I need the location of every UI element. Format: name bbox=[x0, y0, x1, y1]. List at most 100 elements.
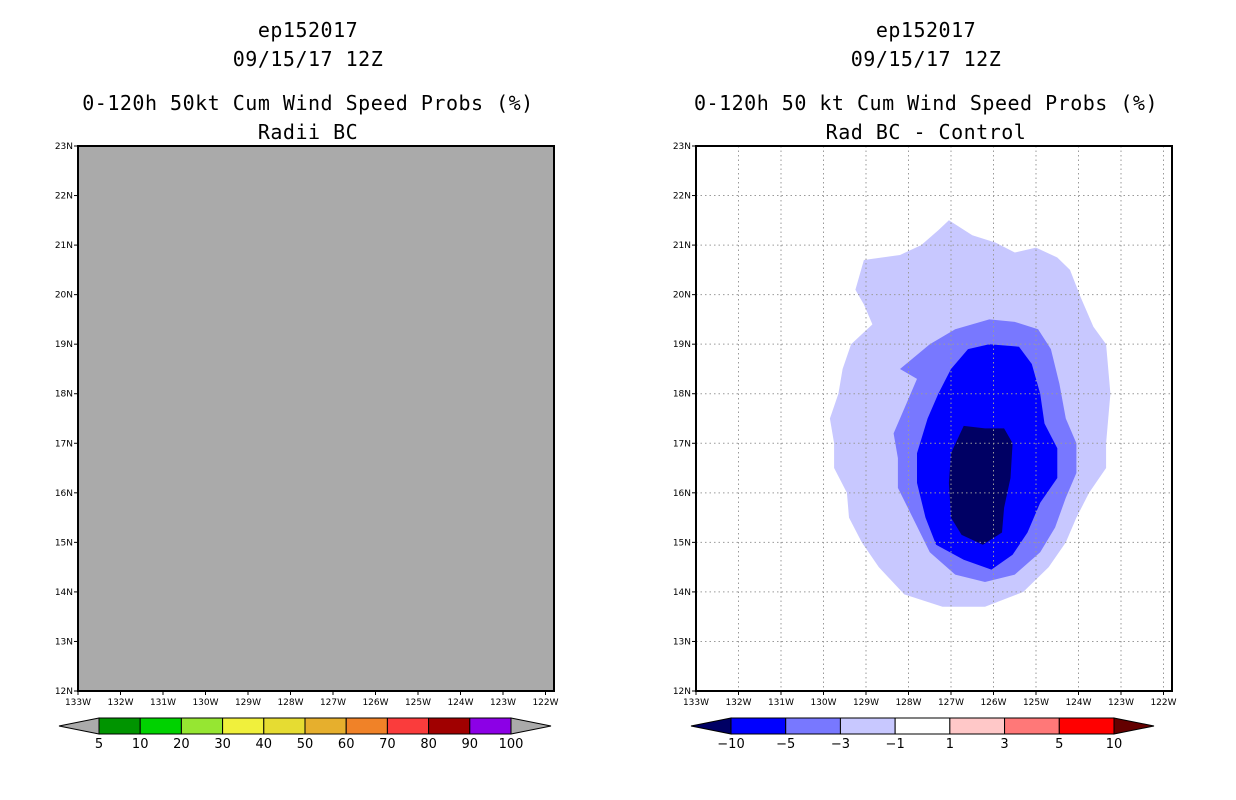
x-tick-label: 122W bbox=[532, 698, 558, 708]
colorbar-label: 5 bbox=[95, 737, 103, 752]
y-tick-label: 14N bbox=[55, 588, 73, 598]
colorbar-label: −3 bbox=[831, 737, 850, 752]
colorbar-low-arrow bbox=[58, 717, 100, 735]
right-title-date: 09/15/17 12Z bbox=[850, 47, 1002, 71]
x-tick-label: 132W bbox=[107, 698, 133, 708]
x-tick-label: 122W bbox=[1150, 698, 1176, 708]
left-title-storm: ep152017 bbox=[257, 18, 359, 42]
colorbar-label: 30 bbox=[214, 737, 231, 752]
left-title-subtitle: Radii BC bbox=[257, 120, 359, 144]
y-tick-label: 15N bbox=[55, 538, 73, 548]
colorbar-segment bbox=[469, 717, 512, 735]
x-tick-label: 125W bbox=[1023, 698, 1049, 708]
x-tick-label: 125W bbox=[405, 698, 431, 708]
y-tick-label: 13N bbox=[673, 637, 691, 647]
colorbar-segment bbox=[263, 717, 306, 735]
colorbar-label: −10 bbox=[717, 737, 744, 752]
right-chart-panel: 133W 132W 131W 130W 129W 128W 127W 126W 125W 124W… bbox=[673, 142, 1177, 708]
x-tick-label: 123W bbox=[490, 698, 516, 708]
colorbar-label: 80 bbox=[420, 737, 437, 752]
colorbar-label: 20 bbox=[173, 737, 190, 752]
colorbar-label: −5 bbox=[776, 737, 795, 752]
x-tick-label: 128W bbox=[895, 698, 921, 708]
y-tick-label: 20N bbox=[673, 291, 691, 301]
y-tick-label: 19N bbox=[673, 340, 691, 350]
colorbar-segment bbox=[345, 717, 388, 735]
colorbar-label: 10 bbox=[1106, 737, 1123, 752]
colorbar-segment bbox=[1058, 717, 1115, 735]
right-colorbar: −10 −5 −3 −1 1 3 5 10 bbox=[690, 717, 1155, 752]
left-colorbar: 5 10 20 30 40 50 60 70 80 90 100 bbox=[58, 717, 552, 752]
colorbar-segment bbox=[1004, 717, 1060, 735]
contour-fill-level-3 bbox=[948, 425, 1013, 545]
y-tick-label: 22N bbox=[673, 192, 691, 202]
colorbar-label: 100 bbox=[499, 737, 524, 752]
x-tick-label: 129W bbox=[853, 698, 879, 708]
left-chart-panel: 133W 132W 131W 130W 129W 128W 127W 126W 125W 124W… bbox=[55, 142, 559, 708]
colorbar-label: 50 bbox=[297, 737, 314, 752]
colorbar-segment bbox=[839, 717, 896, 735]
colorbar-segment bbox=[222, 717, 265, 735]
colorbar-label: 5 bbox=[1055, 737, 1063, 752]
colorbar-low-arrow bbox=[690, 717, 732, 735]
colorbar-segment bbox=[894, 717, 951, 735]
colorbar-segment bbox=[785, 717, 841, 735]
y-tick-label: 21N bbox=[673, 241, 691, 251]
y-tick-label: 20N bbox=[55, 291, 73, 301]
colorbar-high-arrow bbox=[510, 717, 552, 735]
y-tick-label: 17N bbox=[55, 439, 73, 449]
colorbar-label: 40 bbox=[256, 737, 273, 752]
y-tick-label: 12N bbox=[673, 687, 691, 697]
x-tick-label: 131W bbox=[768, 698, 794, 708]
x-tick-label: 133W bbox=[65, 698, 91, 708]
colorbar-label: 3 bbox=[1000, 737, 1008, 752]
y-tick-label: 23N bbox=[673, 142, 691, 152]
colorbar-segment bbox=[98, 717, 141, 735]
right-title-subtitle: Rad BC - Control bbox=[825, 120, 1027, 144]
right-title-storm: ep152017 bbox=[875, 18, 977, 42]
colorbar-segment bbox=[180, 717, 224, 735]
left-title-product: 0-120h 50kt Cum Wind Speed Probs (%) bbox=[82, 91, 534, 115]
y-tick-label: 14N bbox=[673, 588, 691, 598]
y-tick-label: 16N bbox=[673, 489, 691, 499]
colorbar-label: 1 bbox=[946, 737, 954, 752]
y-tick-label: 18N bbox=[55, 390, 73, 400]
plot-frame bbox=[695, 145, 1173, 692]
y-tick-label: 15N bbox=[673, 538, 691, 548]
x-tick-label: 133W bbox=[683, 698, 709, 708]
y-tick-label: 22N bbox=[55, 192, 73, 202]
y-tick-label: 19N bbox=[55, 340, 73, 350]
plot-background bbox=[78, 146, 554, 691]
x-tick-label: 126W bbox=[362, 698, 388, 708]
colorbar-label: −1 bbox=[886, 737, 905, 752]
y-tick-label: 17N bbox=[673, 439, 691, 449]
colorbar-segment bbox=[386, 717, 430, 735]
y-tick-label: 18N bbox=[673, 390, 691, 400]
colorbar-high-arrow bbox=[1113, 717, 1155, 735]
colorbar-segment bbox=[949, 717, 1006, 735]
y-tick-label: 23N bbox=[55, 142, 73, 152]
colorbar-segment bbox=[139, 717, 182, 735]
y-tick-label: 13N bbox=[55, 637, 73, 647]
colorbar-label: 70 bbox=[379, 737, 396, 752]
y-tick-label: 12N bbox=[55, 687, 73, 697]
x-tick-label: 126W bbox=[980, 698, 1006, 708]
x-tick-label: 127W bbox=[938, 698, 964, 708]
right-title-product: 0-120h 50 kt Cum Wind Speed Probs (%) bbox=[693, 91, 1159, 115]
x-tick-label: 128W bbox=[277, 698, 303, 708]
y-tick-label: 16N bbox=[55, 489, 73, 499]
x-tick-label: 124W bbox=[447, 698, 473, 708]
left-title-date: 09/15/17 12Z bbox=[232, 47, 384, 71]
x-tick-label: 127W bbox=[320, 698, 346, 708]
x-tick-label: 129W bbox=[235, 698, 261, 708]
colorbar-label: 10 bbox=[132, 737, 149, 752]
colorbar-segment bbox=[428, 717, 471, 735]
x-tick-label: 124W bbox=[1065, 698, 1091, 708]
x-tick-label: 130W bbox=[192, 698, 218, 708]
colorbar-segment bbox=[304, 717, 347, 735]
x-tick-label: 132W bbox=[725, 698, 751, 708]
x-tick-label: 130W bbox=[810, 698, 836, 708]
colorbar-label: 90 bbox=[462, 737, 479, 752]
y-tick-label: 21N bbox=[55, 241, 73, 251]
